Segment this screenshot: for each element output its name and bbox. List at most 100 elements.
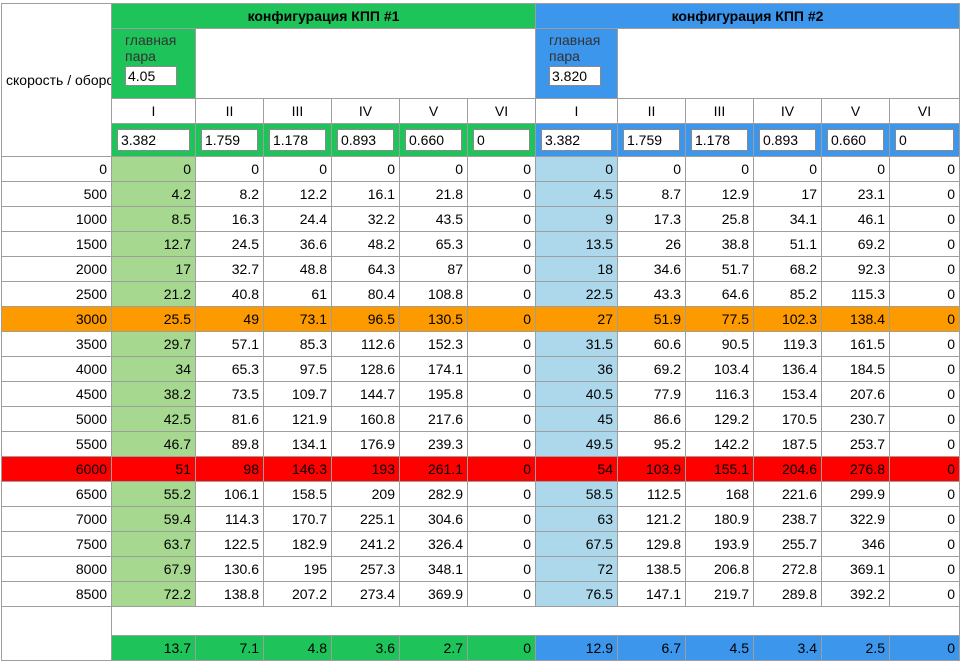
config2-gear-1-speed: 36 <box>535 356 618 382</box>
config1-pair-blank <box>195 28 536 99</box>
config1-gear-3-speed: 36.6 <box>263 231 332 257</box>
config2-gear-3-speed: 64.6 <box>685 281 754 307</box>
config2-gear-3-speed: 129.2 <box>685 406 754 432</box>
config2-gear-2-ratio-input[interactable] <box>623 129 680 151</box>
config2-gear-6-speed: 0 <box>889 481 960 507</box>
config2-gear-1-footer-value: 12.9 <box>535 635 618 661</box>
config1-gear-5-speed: 282.9 <box>399 481 468 507</box>
config1-gear-3-footer-value: 4.8 <box>263 635 332 661</box>
config2-gear-5-ratio-input[interactable] <box>827 129 884 151</box>
config2-gear-2-speed: 17.3 <box>617 206 686 232</box>
config1-gear-6-speed: 0 <box>467 256 536 282</box>
config2-gear-1-speed: 72 <box>535 556 618 582</box>
config1-gear-6-speed: 0 <box>467 231 536 257</box>
config1-gear-4-speed: 48.2 <box>331 231 400 257</box>
config2-main-pair-input[interactable] <box>549 66 601 86</box>
config1-gear-2-speed: 106.1 <box>195 481 264 507</box>
config1-gear-5-speed: 326.4 <box>399 531 468 557</box>
config1-gear-3-speed: 109.7 <box>263 381 332 407</box>
config2-gear-1-speed: 40.5 <box>535 381 618 407</box>
table-row: 3500 29.7 57.1 85.3 112.6 152.3 0 31.5 60.6 90.5 1… <box>1 331 960 357</box>
config1-gear-2-ratio-input[interactable] <box>201 129 258 151</box>
config2-pair-blank <box>617 28 960 99</box>
config1-gear-4-speed: 0 <box>331 156 400 182</box>
config2-gear-6-speed: 0 <box>889 506 960 532</box>
config1-gear-1-ratio-input[interactable] <box>117 129 190 151</box>
rpm-cell: 1000 <box>1 206 112 232</box>
config1-gear-4-speed: 193 <box>331 456 400 482</box>
config2-gear-5-speed: 46.1 <box>821 206 890 232</box>
config2-gear-5-speed: 69.2 <box>821 231 890 257</box>
rpm-cell: 5000 <box>1 406 112 432</box>
config1-gear-6-ratio-input[interactable] <box>473 129 530 151</box>
config2-gear-1-speed: 18 <box>535 256 618 282</box>
config2-gear-6-speed: 0 <box>889 381 960 407</box>
config2-gear-2-speed: 86.6 <box>617 406 686 432</box>
config1-gear-4-speed: 96.5 <box>331 306 400 332</box>
config1-main-pair-input[interactable] <box>125 66 177 86</box>
config1-ratio-cell-4 <box>331 123 400 157</box>
config1-gear-2-speed: 0 <box>195 156 264 182</box>
config2-gear-3-speed: 155.1 <box>685 456 754 482</box>
config1-main-pair-cell: главная пара <box>111 28 196 99</box>
config1-gear-3-speed: 61 <box>263 281 332 307</box>
config1-gear-6-speed: 0 <box>467 431 536 457</box>
config2-gear-6-speed: 0 <box>889 556 960 582</box>
config2-gear-6-speed: 0 <box>889 406 960 432</box>
config2-gear-2-speed: 26 <box>617 231 686 257</box>
config2-gear-5-footer-value: 2.5 <box>821 635 890 661</box>
config2-gear-5-speed: 230.7 <box>821 406 890 432</box>
footer-label-blank <box>1 606 112 661</box>
config1-gear-5-speed: 0 <box>399 156 468 182</box>
config1-gear-3-speed: 170.7 <box>263 506 332 532</box>
config1-gear-5-speed: 174.1 <box>399 356 468 382</box>
config2-gear-3-speed: 168 <box>685 481 754 507</box>
config2-gear-2-speed: 43.3 <box>617 281 686 307</box>
config2-gear-1-ratio-input[interactable] <box>541 129 612 151</box>
config1-gear-label-1: I <box>111 98 196 124</box>
config2-gear-5-speed: 322.9 <box>821 506 890 532</box>
config1-gear-4-speed: 241.2 <box>331 531 400 557</box>
config2-gear-label-5: V <box>821 98 890 124</box>
config2-gear-3-speed: 77.5 <box>685 306 754 332</box>
config1-gear-5-speed: 65.3 <box>399 231 468 257</box>
table-row: 1500 12.7 24.5 36.6 48.2 65.3 0 13.5 26 38.8 51.1 6… <box>1 231 960 257</box>
table-row: 6500 55.2 106.1 158.5 209 282.9 0 58.5 112.5 168 2… <box>1 481 960 507</box>
config2-gear-4-speed: 221.6 <box>753 481 822 507</box>
config1-gear-1-speed: 72.2 <box>111 581 196 607</box>
table-row: 4500 38.2 73.5 109.7 144.7 195.8 0 40.5 77.9 116.… <box>1 381 960 407</box>
config1-gear-label-3: III <box>263 98 332 124</box>
config2-gear-6-speed: 0 <box>889 456 960 482</box>
config2-gear-6-ratio-input[interactable] <box>895 129 954 151</box>
config2-gear-label-4: IV <box>753 98 822 124</box>
rpm-cell: 1500 <box>1 231 112 257</box>
config2-gear-6-speed: 0 <box>889 281 960 307</box>
config1-gear-4-ratio-input[interactable] <box>337 129 394 151</box>
gear-speed-table: скорость / обороты конфигурация КПП #1 к… <box>1 3 960 661</box>
config1-gear-1-speed: 42.5 <box>111 406 196 432</box>
config1-gear-6-speed: 0 <box>467 556 536 582</box>
config1-gear-6-speed: 0 <box>467 156 536 182</box>
rpm-cell: 2500 <box>1 281 112 307</box>
config1-gear-3-ratio-input[interactable] <box>269 129 326 151</box>
config2-gear-5-speed: 253.7 <box>821 431 890 457</box>
config1-gear-4-speed: 64.3 <box>331 256 400 282</box>
config1-gear-2-speed: 98 <box>195 456 264 482</box>
config1-gear-1-speed: 55.2 <box>111 481 196 507</box>
config1-gear-3-speed: 158.5 <box>263 481 332 507</box>
table-row: 1000 8.5 16.3 24.4 32.2 43.5 0 9 17.3 25.8 34.1 46.… <box>1 206 960 232</box>
config2-gear-4-speed: 187.5 <box>753 431 822 457</box>
config2-gear-6-speed: 0 <box>889 431 960 457</box>
config1-gear-1-speed: 29.7 <box>111 331 196 357</box>
config1-gear-5-ratio-input[interactable] <box>405 129 462 151</box>
config1-gear-1-speed: 12.7 <box>111 231 196 257</box>
config2-gear-2-footer-value: 6.7 <box>617 635 686 661</box>
config2-gear-4-ratio-input[interactable] <box>759 129 816 151</box>
config1-gear-2-speed: 65.3 <box>195 356 264 382</box>
config1-gear-6-speed: 0 <box>467 406 536 432</box>
config2-gear-3-ratio-input[interactable] <box>691 129 748 151</box>
table-row: 6000 51 98 146.3 193 261.1 0 54 103.9 155.1 204.6 2… <box>1 456 960 482</box>
config2-gear-4-speed: 85.2 <box>753 281 822 307</box>
config2-ratio-cell-2 <box>617 123 686 157</box>
